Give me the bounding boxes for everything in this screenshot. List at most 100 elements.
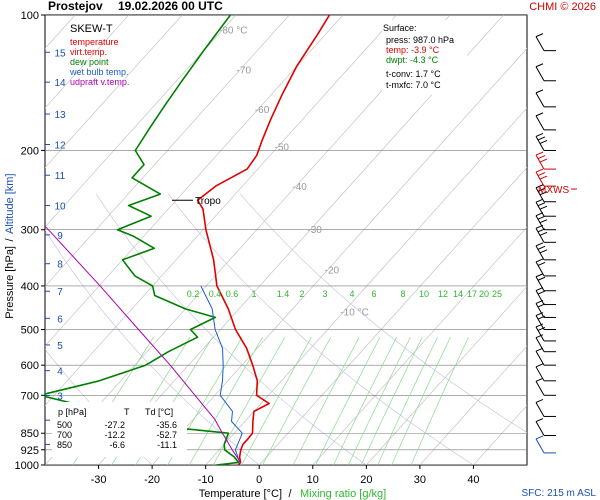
series-udpraft-v-temp bbox=[45, 225, 242, 463]
x-axis-title-separator: / bbox=[288, 488, 292, 500]
table-cell: -11.1 bbox=[157, 440, 177, 450]
temperature-tick-label: 20 bbox=[360, 474, 372, 486]
altitude-tick-label: 15 bbox=[54, 48, 66, 59]
dry-adiabat-line bbox=[96, 193, 367, 465]
wind-barb bbox=[535, 133, 556, 151]
surface-tconv: t-conv: 1.7 °C bbox=[386, 69, 441, 79]
surface-heading: Surface: bbox=[383, 23, 417, 33]
legend-entry: udpraft v.temp. bbox=[70, 77, 129, 87]
wind-barb bbox=[535, 363, 556, 382]
temperature-tick-label: -10 bbox=[198, 474, 214, 486]
credit-label: CHMI © 2026 bbox=[529, 1, 596, 13]
altitude-tick-label: 13 bbox=[54, 110, 66, 121]
mixing-ratio-label: 10 bbox=[419, 289, 429, 299]
wind-barb bbox=[535, 63, 556, 82]
isotherm-label: -70 bbox=[237, 66, 252, 77]
temperature-tick-label: 40 bbox=[467, 474, 479, 486]
altitude-tick-label: 12 bbox=[54, 141, 66, 152]
pressure-tick-label: 1000 bbox=[15, 460, 39, 472]
pressure-tick-label: 700 bbox=[21, 390, 39, 402]
isotherm-line bbox=[419, 345, 527, 465]
mixing-ratio-label: 6 bbox=[371, 289, 376, 299]
wind-barb bbox=[535, 312, 556, 331]
temperature-tick-label: 30 bbox=[414, 474, 426, 486]
isotherm-line bbox=[45, 15, 290, 288]
isotherm-line bbox=[205, 107, 527, 465]
isotherm-line bbox=[45, 15, 129, 109]
level-table: p [hPa] T Td [°C] 500 -27.2 -35.6 700 -12.2 -52.… bbox=[52, 402, 187, 457]
wind-barb bbox=[535, 168, 556, 187]
isotherm-line bbox=[258, 166, 527, 465]
altitude-tick-label: 4 bbox=[57, 367, 63, 378]
mxws-label: MXWS bbox=[538, 185, 569, 196]
surface-tmxfc: t-mxfc: 7.0 °C bbox=[386, 80, 441, 90]
mixing-ratio-line bbox=[315, 337, 381, 465]
mixing-ratio-label: 0.4 bbox=[209, 289, 222, 299]
mixing-ratio-label: 25 bbox=[492, 289, 502, 299]
mixing-ratio-line bbox=[292, 337, 360, 465]
table-header: p [hPa] bbox=[58, 407, 87, 417]
table-header: T bbox=[124, 407, 130, 417]
mixing-ratio-label: 3 bbox=[322, 289, 327, 299]
surface-pressure: press: 987.0 hPa bbox=[386, 35, 454, 45]
wind-barb bbox=[535, 89, 556, 108]
dry-adiabat-line bbox=[168, 193, 474, 465]
surface-box-background bbox=[382, 20, 467, 95]
pressure-tick-label: 925 bbox=[21, 445, 39, 457]
station-name: Prostejov bbox=[48, 0, 103, 13]
altitude-tick-label: 9 bbox=[57, 231, 63, 242]
isotherm-label: -20 bbox=[325, 265, 340, 276]
wind-barb bbox=[535, 435, 556, 454]
temperature-tick-label: 0 bbox=[256, 474, 262, 486]
isotherm-label: -40 bbox=[292, 182, 307, 193]
mixing-ratio-label: 4 bbox=[349, 289, 354, 299]
x-axis-title-mixing: Mixing ratio [g/kg] bbox=[300, 488, 386, 500]
y-axis-title-pressure: Pressure [hPa] bbox=[4, 246, 16, 319]
temperature-tick-label: -30 bbox=[91, 474, 107, 486]
wind-barb bbox=[535, 112, 556, 131]
surface-info-box: Surface: press: 987.0 hPa temp: -3.9 °C … bbox=[382, 20, 467, 95]
isotherm-label: -80 °C bbox=[219, 26, 247, 37]
isotherm-label: -50 bbox=[275, 142, 290, 153]
tropopause-label: Tropo bbox=[195, 196, 221, 207]
isotherm-label: -30 bbox=[307, 225, 322, 236]
table-cell: -35.6 bbox=[156, 420, 177, 430]
mixing-ratio-line bbox=[333, 337, 397, 465]
mixing-ratio-label: 0.2 bbox=[187, 289, 200, 299]
level-table-background bbox=[52, 402, 187, 457]
y-axis-title-separator: / bbox=[4, 238, 16, 242]
legend-entry: virt.temp. bbox=[70, 47, 107, 57]
pressure-tick-label: 100 bbox=[21, 10, 39, 22]
surface-temperature: temp: -3.9 °C bbox=[386, 45, 440, 55]
wind-barb bbox=[535, 224, 556, 243]
series-temperature bbox=[196, 15, 331, 465]
legend-entry: wet bulb temp. bbox=[69, 67, 129, 77]
wind-barb bbox=[535, 377, 556, 396]
table-header: Td [°C] bbox=[145, 407, 173, 417]
pressure-tick-label: 400 bbox=[21, 281, 39, 293]
mixing-ratio-label: 0.6 bbox=[226, 289, 239, 299]
table-cell: -52.7 bbox=[156, 430, 177, 440]
series-wet-bulb-temp bbox=[200, 285, 243, 463]
mixing-ratio-label: 12 bbox=[438, 289, 448, 299]
y-axis-title-altitude: Altitude [km] bbox=[4, 173, 16, 234]
surface-dewpoint: dwpt: -4.3 °C bbox=[386, 55, 439, 65]
wind-barb bbox=[535, 212, 556, 231]
mixing-ratio-line bbox=[410, 337, 469, 465]
wind-barb bbox=[535, 299, 556, 318]
wind-barb bbox=[535, 242, 556, 261]
wind-barb bbox=[535, 273, 556, 292]
surface-elevation-label: SFC: 215 m ASL bbox=[522, 488, 597, 499]
pressure-tick-label: 850 bbox=[21, 428, 39, 440]
wind-barb bbox=[535, 334, 556, 353]
isotherm-label: -10 °C bbox=[340, 307, 368, 318]
wind-barb bbox=[535, 151, 556, 170]
mixing-ratio-line bbox=[347, 337, 411, 465]
table-cell: -12.2 bbox=[104, 430, 125, 440]
altitude-tick-label: 7 bbox=[57, 287, 63, 298]
altitude-tick-label: 3 bbox=[57, 392, 63, 403]
mixing-ratio-line bbox=[188, 337, 263, 465]
sounding-datetime: 19.02.2026 00 UTC bbox=[118, 0, 223, 13]
